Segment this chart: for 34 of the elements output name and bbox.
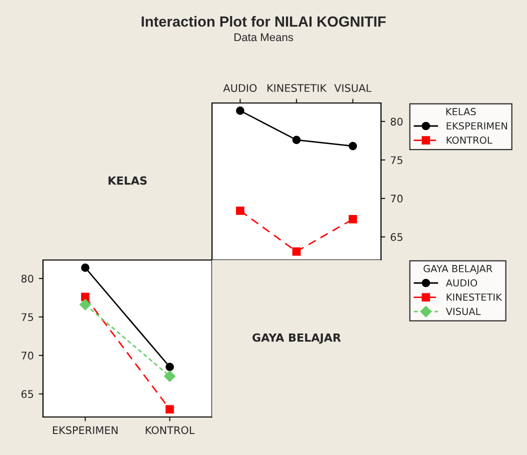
point <box>236 206 244 215</box>
point <box>80 299 91 310</box>
y-tick-label: 80 <box>390 118 403 126</box>
text: Interaction Plot for NILAI KOGNITIF <box>142 16 386 27</box>
point <box>348 142 357 150</box>
legend-title: GAYA BELAJAR <box>424 264 492 274</box>
point <box>164 370 176 382</box>
point <box>348 215 357 224</box>
point <box>292 136 301 144</box>
legend-label: EKSPERIMEN <box>446 122 507 130</box>
point <box>166 405 174 414</box>
x-tick-label: AUDIO <box>223 84 257 92</box>
point <box>292 247 301 256</box>
point <box>81 292 90 302</box>
legend-label: KINESTETIK <box>446 293 502 301</box>
y-tick-label: 75 <box>22 313 34 322</box>
point <box>166 362 174 372</box>
y-tick-label: 70 <box>390 194 403 203</box>
legend-title: KELAS <box>446 108 476 116</box>
y-tick-label: 65 <box>21 390 34 398</box>
legend-label: KONTROL <box>446 136 492 144</box>
point <box>81 264 90 272</box>
text: KELAS <box>108 176 147 185</box>
text: GAYA BELAJAR <box>252 333 341 344</box>
x-tick-label: VISUAL <box>334 84 372 92</box>
y-tick-label: 65 <box>390 233 402 242</box>
legend-label: AUDIO <box>446 279 478 287</box>
x-tick-label: KINESTETIK <box>267 84 327 92</box>
text: Data Means <box>234 33 294 42</box>
y-tick-label: 75 <box>390 156 402 164</box>
y-tick-label: 70 <box>22 352 34 360</box>
point <box>236 106 244 115</box>
legend-label: VISUAL <box>446 308 481 316</box>
y-tick-label: 80 <box>21 274 34 283</box>
